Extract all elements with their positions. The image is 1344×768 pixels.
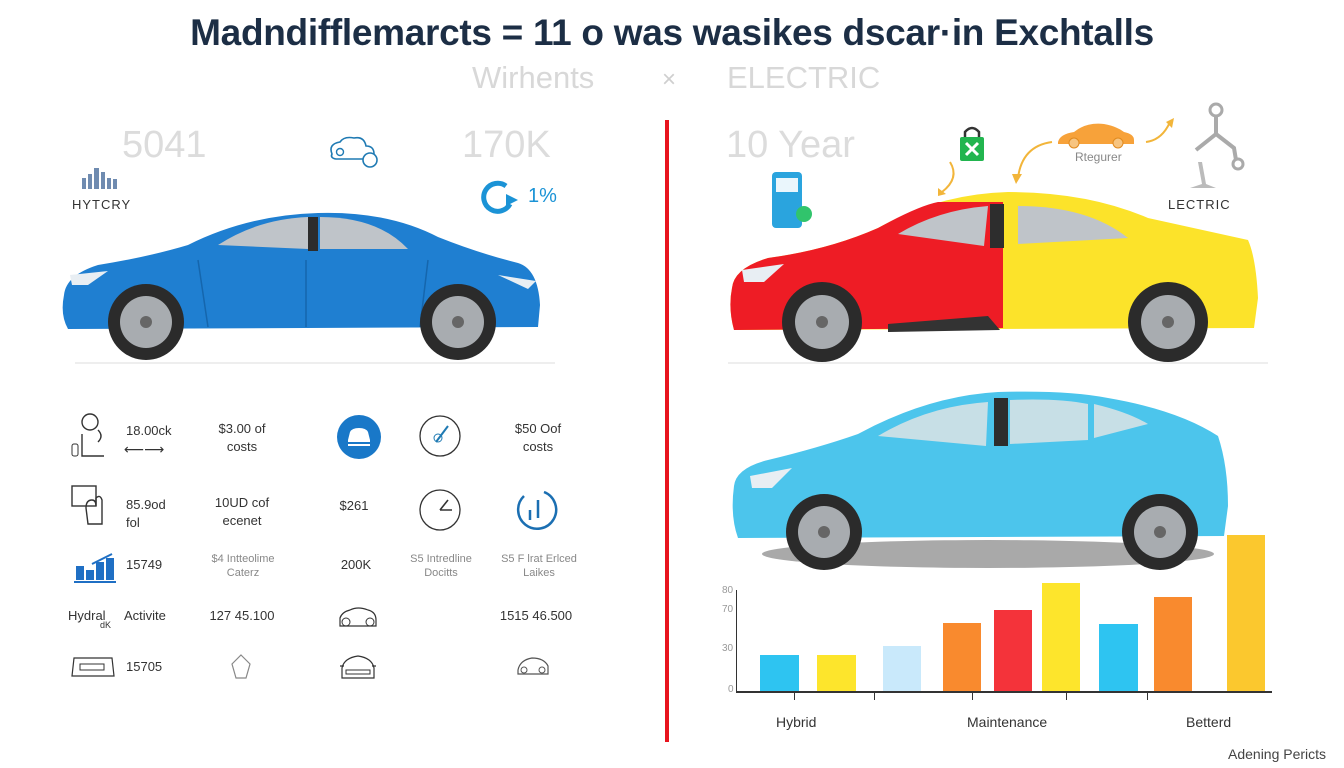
red-yellow-sedan-image (730, 192, 1258, 362)
bar-betterd-2 (1154, 597, 1192, 691)
stat-left-2: 170K (462, 124, 551, 166)
right-category-label: LECTRIC (1168, 197, 1231, 212)
car-side-icon (517, 657, 549, 675)
grid-r3-c2: $4 Intteolime Caterz (211, 553, 275, 579)
bar-betterd-1 (1099, 624, 1138, 691)
bar-maintenance-1 (943, 623, 981, 691)
y-axis (736, 590, 737, 692)
curved-arrow-icon (938, 161, 955, 196)
blue-sedan-image (62, 212, 541, 360)
compass-clock-icon (419, 415, 461, 457)
bar-maintenance-3 (1042, 583, 1080, 691)
growth-chart-icon (74, 553, 116, 583)
annotation-car-label: Rtegurer (1075, 150, 1122, 164)
grid-r5-c1: 15705 (126, 659, 163, 674)
grid-r4-label-sub: dK (100, 620, 112, 630)
cloud-car-icon (330, 136, 378, 168)
bar-hybrid-1 (760, 655, 799, 691)
x-tick (874, 692, 875, 700)
ground-line-right (728, 362, 1268, 364)
curved-arrow-icon (1012, 141, 1053, 184)
refresh-circle-icon (481, 180, 518, 214)
bar-group (736, 520, 1272, 691)
calculator-phone-icon (772, 172, 812, 228)
subtitle-left: Wirhents (472, 60, 595, 95)
ground-line-left (75, 362, 555, 364)
grid-r3-c4: S5 Intredline Docitts (410, 553, 472, 579)
green-lock-icon (960, 126, 984, 161)
subtitle-right: ELECTRIC (727, 60, 881, 95)
bar-hybrid-2 (817, 655, 856, 691)
grid-r1-c2: $3.00 of costs (218, 421, 266, 454)
x-tick (1066, 692, 1067, 700)
grid-r2-c2: 10UD cof ecenet (214, 495, 270, 528)
y-tick-0: 0 (728, 684, 734, 695)
footer-caption: Adening Pericts (1228, 746, 1327, 762)
x-tick (1147, 692, 1148, 700)
car-dashboard-icon (71, 657, 115, 677)
x-tick (794, 692, 795, 700)
y-tick-30: 30 (722, 643, 734, 654)
y-tick-80: 80 (722, 585, 734, 596)
center-divider (665, 120, 669, 742)
y-tick-70: 70 (722, 604, 734, 615)
grid-r4-c2: 127 45.100 (209, 608, 275, 623)
subtitle-separator: × (662, 66, 677, 93)
double-arrow-icon: ⟵⟶ (124, 441, 165, 457)
stat-left-1: 5041 (122, 124, 207, 166)
bar-chart-icon (82, 168, 117, 189)
x-tick (972, 692, 973, 700)
grid-r4-c1: Activite (124, 608, 166, 623)
page-title: Madndifflemarcts = 11 o was wasikes dsca… (190, 12, 1154, 53)
grid-r4-c5: 1515 46.500 (499, 608, 573, 623)
bar-maintenance-2 (994, 610, 1032, 691)
car-front-icon (339, 607, 377, 627)
grid-r1-c5: $50 Oof costs (514, 421, 562, 454)
bar-hybrid-3 (883, 646, 921, 691)
grid-r4-label: Hydral (68, 608, 106, 623)
grid-r3-c1: 15749 (126, 557, 163, 572)
grid-r3-c5: S5 F lrat Erlced Laikes (501, 553, 577, 579)
grid-r1-c1: 18.00ck (126, 423, 172, 438)
car-circle-icon[interactable] (336, 414, 382, 460)
hand-screen-icon (71, 485, 103, 525)
recycle-icon (231, 654, 251, 679)
grid-r2-c3: $261 (339, 498, 369, 513)
x-axis (736, 691, 1272, 693)
person-luggage-icon (71, 413, 104, 457)
x-label-maintenance: Maintenance (967, 714, 1048, 730)
percent-label: 1% (528, 185, 557, 207)
grid-r3-c3: 200K (340, 557, 372, 572)
clock-icon (419, 489, 461, 531)
x-label-betterd: Betterd (1186, 714, 1232, 730)
orange-car-icon (1058, 123, 1134, 149)
left-category-label: HYTCRY (72, 197, 132, 212)
bar-betterd-3 (1227, 535, 1265, 691)
timer-icon (516, 490, 558, 530)
robot-arm-icon (1190, 102, 1245, 188)
light-blue-hatchback-image (732, 391, 1228, 570)
curved-arrow-icon (1145, 118, 1174, 143)
stat-right-1: 10 Year (726, 124, 855, 166)
x-label-hybrid: Hybrid (776, 714, 817, 730)
grid-r2-c1: 85.9od fol (126, 497, 166, 530)
car-outline-icon (340, 655, 376, 679)
